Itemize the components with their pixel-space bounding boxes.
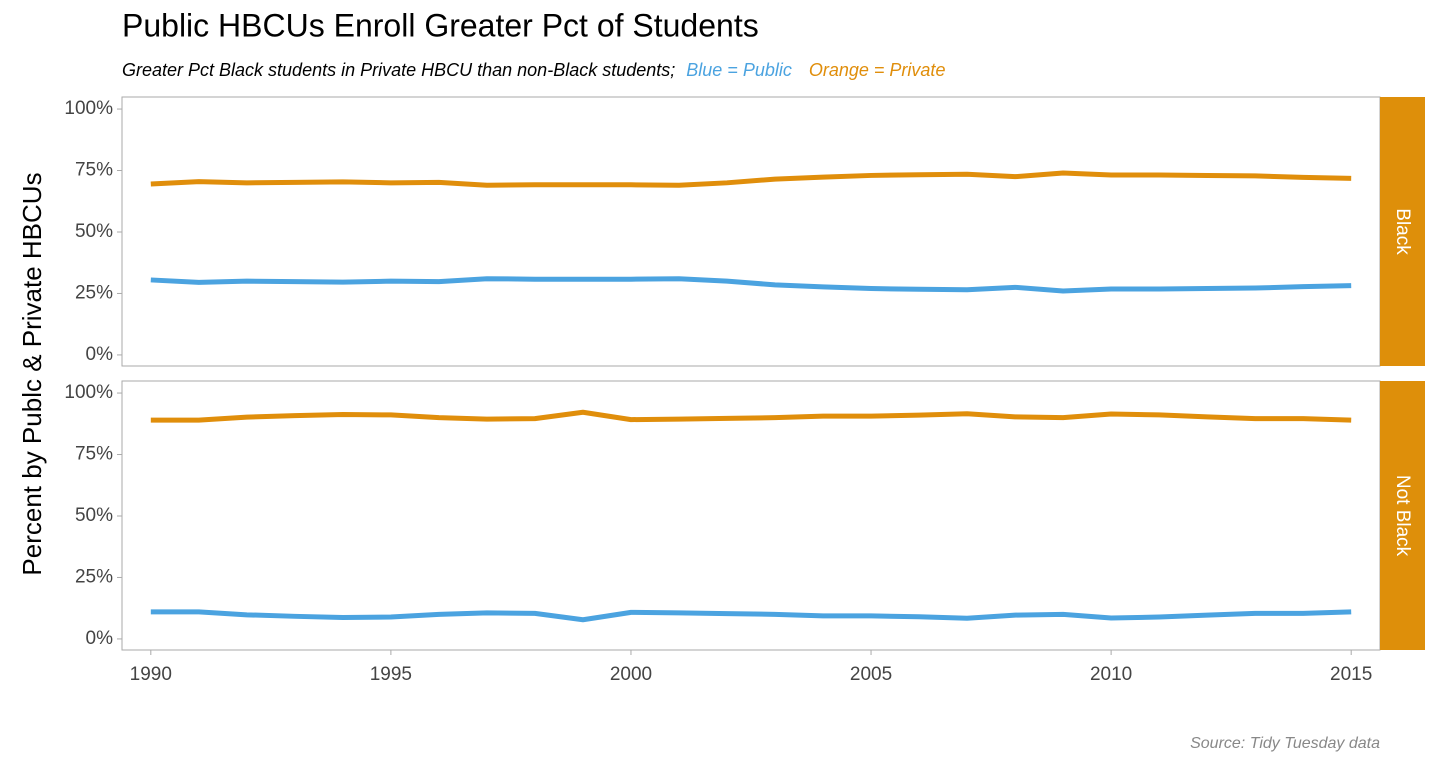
chart-title: Public HBCUs Enroll Greater Pct of Stude… xyxy=(122,7,759,43)
y-tick-label: 25% xyxy=(75,282,113,303)
facet-strip xyxy=(1380,97,1425,366)
y-tick-label: 100% xyxy=(64,382,113,403)
y-tick-label: 50% xyxy=(75,221,113,242)
subtitle-private: Orange = Private xyxy=(809,60,946,80)
series-line xyxy=(150,276,1352,294)
x-tick-label: 1990 xyxy=(130,664,172,685)
subtitle-public: Blue = Public xyxy=(686,60,792,80)
x-tick-label: 2010 xyxy=(1090,664,1132,685)
x-tick-label: 2005 xyxy=(850,664,892,685)
y-tick-label: 0% xyxy=(86,628,114,649)
series-line xyxy=(150,170,1352,188)
source: Source: Tidy Tuesday data xyxy=(1190,735,1380,752)
y-tick-label: 50% xyxy=(75,505,113,526)
facet-strip xyxy=(1380,381,1425,650)
series-line xyxy=(150,409,1352,423)
y-tick-label: 25% xyxy=(75,566,113,587)
y-tick-label: 75% xyxy=(75,444,113,465)
x-tick-label: 2000 xyxy=(610,664,652,685)
x-tick-label: 2015 xyxy=(1330,664,1372,685)
panel-border xyxy=(121,380,1381,651)
subtitle-text: Greater Pct Black students in Private HB… xyxy=(122,60,675,80)
y-axis-label: Percent by Publc & Private HBCUs xyxy=(17,172,47,575)
y-tick-label: 75% xyxy=(75,160,113,181)
subtitle: Greater Pct Black students in Private HB… xyxy=(122,60,945,80)
facet-label: Black xyxy=(1392,208,1413,255)
x-tick-label: 1995 xyxy=(370,664,412,685)
panel-border xyxy=(121,96,1381,367)
y-tick-label: 100% xyxy=(64,98,113,119)
series-line xyxy=(150,609,1352,623)
y-tick-label: 0% xyxy=(86,344,114,365)
facet-label: Not Black xyxy=(1392,475,1413,557)
